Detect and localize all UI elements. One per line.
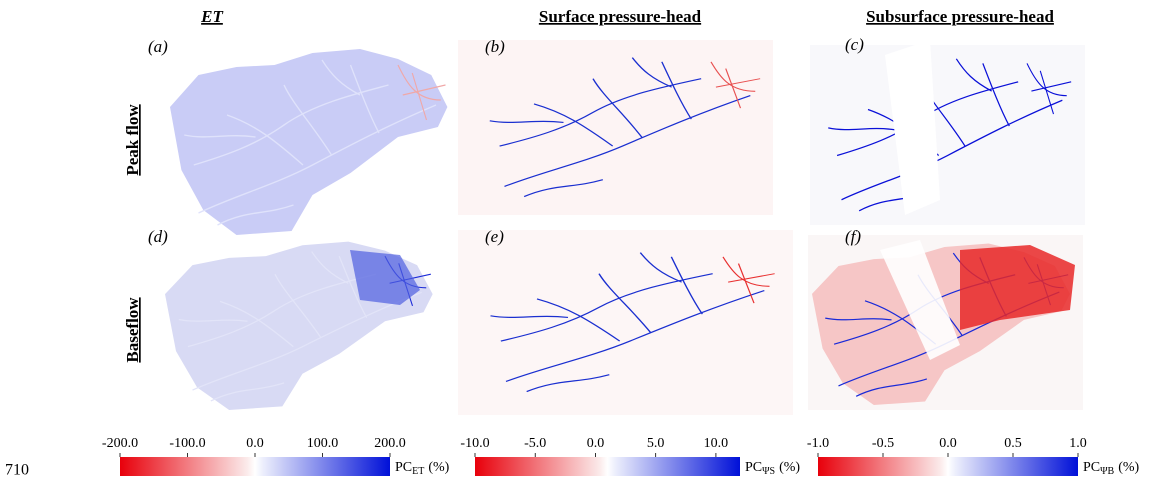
map-panel: [810, 40, 1085, 225]
map-panel: [165, 241, 433, 410]
tick-label: 200.0: [374, 436, 406, 451]
line-number: 710: [5, 462, 29, 479]
tick-label: 0.5: [1004, 436, 1022, 451]
tick-label: 100.0: [307, 436, 339, 451]
tick-label: 0.0: [587, 436, 605, 451]
label-unit: (%): [1118, 460, 1139, 475]
colorbar: [818, 457, 1078, 476]
panel-label: (d): [148, 227, 168, 246]
colorbar: [120, 457, 390, 476]
colorbar-label: PCΨS (%): [745, 460, 800, 477]
tick-label: -1.0: [807, 436, 829, 451]
tick-label: -10.0: [460, 436, 489, 451]
map-panel: [808, 235, 1083, 410]
colorbar-label: PCET (%): [395, 460, 450, 477]
tick-label: -100.0: [169, 436, 205, 451]
label-main: PC: [1083, 460, 1100, 475]
row-label: Peak flow: [123, 104, 142, 176]
tick-label: -5.0: [524, 436, 546, 451]
label-sub: ΨB: [1100, 466, 1114, 477]
column-header: Surface pressure-head: [539, 7, 702, 26]
map-panel: [458, 40, 773, 215]
tick-label: 10.0: [704, 436, 729, 451]
tick-label: 5.0: [647, 436, 665, 451]
label-unit: (%): [428, 460, 449, 475]
colorbar: [475, 457, 740, 476]
column-header: ET: [200, 7, 223, 26]
panel-label: (c): [845, 35, 864, 54]
tick-label: 1.0: [1069, 436, 1087, 451]
label-unit: (%): [779, 460, 800, 475]
panel-label: (b): [485, 37, 505, 56]
tick-label: 0.0: [246, 436, 264, 451]
column-header: Subsurface pressure-head: [866, 7, 1054, 26]
tick-label: -0.5: [872, 436, 894, 451]
label-sub: ET: [412, 466, 424, 477]
label-main: PC: [395, 460, 412, 475]
map-panel: [458, 230, 793, 415]
row-label: Baseflow: [123, 297, 142, 363]
panel-label: (a): [148, 37, 168, 56]
tick-label: 0.0: [939, 436, 957, 451]
panel-label: (f): [845, 227, 861, 246]
label-main: PC: [745, 460, 762, 475]
map-panel: [170, 49, 448, 235]
colorbar-label: PCΨB (%): [1083, 460, 1140, 477]
tick-label: -200.0: [102, 436, 138, 451]
label-sub: ΨS: [762, 466, 775, 477]
panel-label: (e): [485, 227, 504, 246]
